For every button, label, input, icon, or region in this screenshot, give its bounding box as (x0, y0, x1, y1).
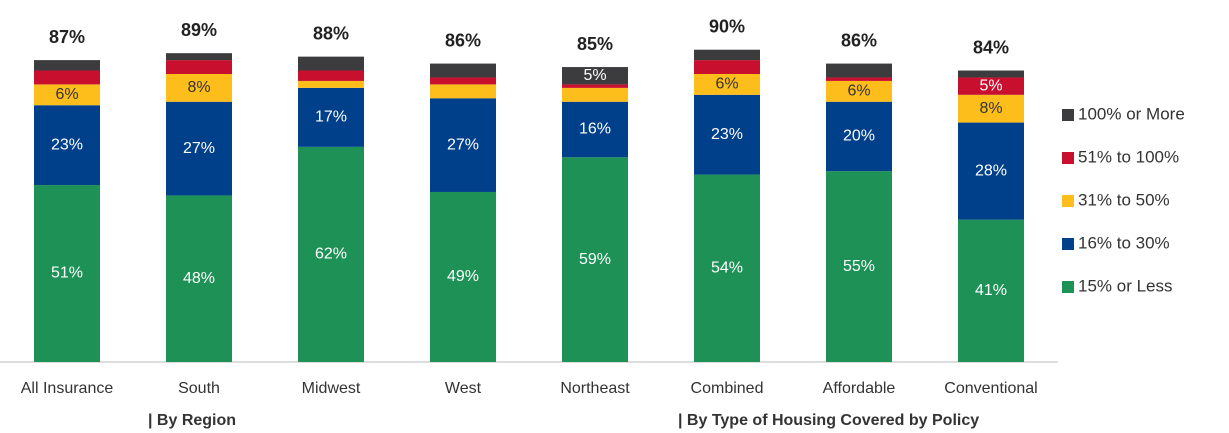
data-label: 6% (715, 76, 738, 93)
bar-segment (826, 101, 892, 172)
bar-segment (826, 77, 892, 81)
data-label: 62% (315, 246, 347, 263)
legend-label: 15% or Less (1078, 276, 1173, 295)
x-tick-label: West (445, 380, 482, 397)
data-label: 20% (843, 128, 875, 145)
bar-segment (694, 60, 760, 74)
data-label: 41% (975, 282, 1007, 299)
data-label: 55% (843, 258, 875, 275)
bar-segment (694, 94, 760, 175)
bar-segment (34, 185, 100, 362)
bar-segment (430, 191, 496, 362)
data-label: 23% (51, 136, 83, 153)
total-label: 86% (841, 30, 877, 50)
group-label: | By Region (148, 412, 236, 429)
bar-segment (562, 67, 628, 85)
bar-segment (166, 60, 232, 74)
legend-swatch (1062, 109, 1074, 121)
x-tick-label: All Insurance (21, 380, 114, 397)
data-label: 17% (315, 109, 347, 126)
bar-segment (694, 174, 760, 362)
legend-swatch (1062, 195, 1074, 207)
x-tick-label: Affordable (823, 380, 896, 397)
data-label: 23% (711, 126, 743, 143)
data-label: 6% (847, 83, 870, 100)
data-label: 59% (579, 251, 611, 268)
bar-segment (298, 80, 364, 88)
data-label: 27% (447, 136, 479, 153)
data-label: 5% (583, 67, 606, 84)
bar-segment (430, 98, 496, 192)
x-tick-label: Northeast (560, 380, 630, 397)
bar-segment (34, 70, 100, 85)
bar-segment (430, 63, 496, 78)
bar-segment (562, 84, 628, 88)
data-label: 5% (979, 77, 1002, 94)
bar-segment (166, 53, 232, 61)
group-label: | By Type of Housing Covered by Policy (678, 412, 979, 429)
data-label: 16% (579, 121, 611, 138)
bar-segment (298, 56, 364, 71)
bar-segment (166, 195, 232, 362)
total-label: 90% (709, 16, 745, 36)
data-label: 27% (183, 140, 215, 157)
total-label: 86% (445, 30, 481, 50)
bar-segment (958, 219, 1024, 362)
bar-segment (166, 73, 232, 102)
bar-segment (298, 146, 364, 362)
bar-segment (430, 84, 496, 99)
bar-segment (826, 171, 892, 362)
bar-segment (166, 101, 232, 196)
bar-segment (958, 122, 1024, 220)
legend-label: 100% or More (1078, 104, 1185, 123)
total-label: 85% (577, 34, 613, 54)
data-label: 54% (711, 260, 743, 277)
bar-segment (34, 60, 100, 71)
legend-swatch (1062, 281, 1074, 293)
x-tick-label: South (178, 380, 220, 397)
bar-segment (826, 80, 892, 102)
x-tick-label: Combined (691, 380, 764, 397)
bar-segment (562, 101, 628, 158)
bar-segment (958, 77, 1024, 95)
bar-segment (298, 87, 364, 147)
legend-swatch (1062, 238, 1074, 250)
data-label: 8% (187, 79, 210, 96)
data-label: 8% (979, 100, 1002, 117)
x-tick-label: Conventional (944, 380, 1037, 397)
data-label: 28% (975, 162, 1007, 179)
bar-segment (958, 94, 1024, 123)
bar-segment (958, 70, 1024, 78)
data-label: 48% (183, 270, 215, 287)
data-label: 51% (51, 265, 83, 282)
data-label: 6% (55, 86, 78, 103)
total-label: 87% (49, 27, 85, 47)
legend-label: 51% to 100% (1078, 147, 1179, 166)
bar-segment (694, 73, 760, 95)
bar-segment (34, 84, 100, 106)
bar-segment (430, 77, 496, 85)
legend-label: 16% to 30% (1078, 233, 1170, 252)
bar-segment (562, 157, 628, 362)
data-label: 49% (447, 268, 479, 285)
total-label: 89% (181, 20, 217, 40)
legend-label: 31% to 50% (1078, 190, 1170, 209)
bar-segment (562, 87, 628, 102)
bar-segment (826, 63, 892, 78)
total-label: 84% (973, 37, 1009, 57)
legend-swatch (1062, 152, 1074, 164)
x-tick-label: Midwest (302, 380, 361, 397)
bar-segment (298, 70, 364, 81)
bar-segment (34, 105, 100, 186)
bar-segment (694, 49, 760, 61)
total-label: 88% (313, 23, 349, 43)
